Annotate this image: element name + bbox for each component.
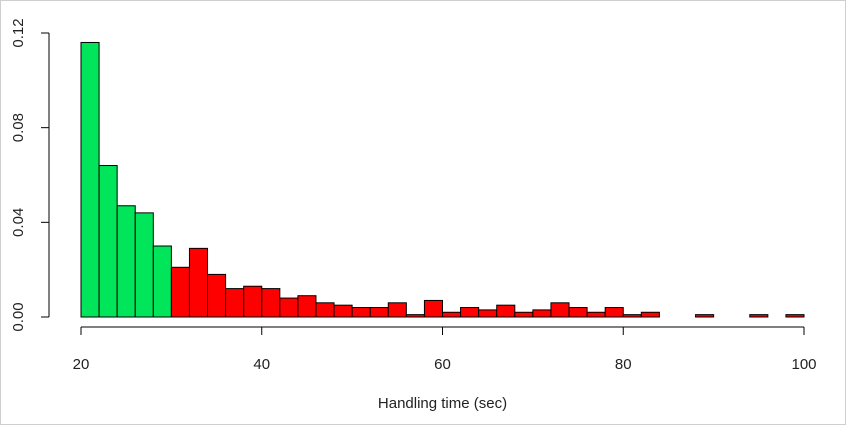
histogram-bar bbox=[749, 314, 769, 318]
histogram-bar bbox=[514, 311, 534, 318]
histogram-bar bbox=[387, 302, 407, 318]
histogram-bar bbox=[116, 205, 136, 318]
histogram-bar bbox=[152, 245, 172, 318]
histogram-bar bbox=[315, 302, 335, 318]
x-tick-label: 20 bbox=[73, 356, 90, 373]
x-axis-title: Handling time (sec) bbox=[378, 395, 507, 412]
x-axis: 20 40 60 80 100 bbox=[73, 326, 817, 373]
histogram-bar bbox=[279, 297, 299, 318]
histogram-bar bbox=[695, 314, 715, 318]
histogram-bar bbox=[170, 266, 190, 318]
x-tick-label: 40 bbox=[253, 356, 270, 373]
histogram-bar bbox=[785, 314, 805, 318]
histogram-bar bbox=[207, 273, 227, 318]
histogram-bar bbox=[586, 311, 606, 318]
histogram-bar bbox=[80, 41, 100, 318]
histogram-bar bbox=[550, 302, 570, 318]
histogram-bar bbox=[622, 314, 642, 318]
x-tick-label: 60 bbox=[434, 356, 451, 373]
histogram-bar bbox=[640, 311, 660, 318]
histogram-bar bbox=[333, 304, 353, 318]
histogram-bar bbox=[98, 165, 118, 318]
y-axis: 0.00 0.04 0.08 0.12 bbox=[10, 18, 50, 332]
histogram-bar bbox=[297, 295, 317, 318]
histogram-bar bbox=[405, 314, 425, 318]
histogram-bar bbox=[134, 212, 154, 318]
bars-group bbox=[80, 41, 805, 318]
histogram-bar bbox=[478, 309, 498, 318]
x-tick-label: 100 bbox=[791, 356, 816, 373]
y-tick-label: 0.08 bbox=[10, 113, 27, 142]
y-tick-label: 0.04 bbox=[10, 208, 27, 237]
histogram-bar bbox=[225, 288, 245, 318]
histogram-bar bbox=[243, 285, 263, 318]
y-tick-label: 0.12 bbox=[10, 18, 27, 47]
histogram-bar bbox=[188, 247, 209, 318]
histogram-bar bbox=[351, 307, 371, 318]
histogram-bar bbox=[568, 307, 588, 318]
x-tick-label: 80 bbox=[615, 356, 632, 373]
histogram-bar bbox=[604, 307, 624, 318]
histogram-bar bbox=[261, 288, 281, 318]
histogram-bar bbox=[532, 309, 552, 318]
histogram-bar bbox=[369, 307, 389, 318]
y-tick-label: 0.00 bbox=[10, 302, 27, 331]
histogram-bar bbox=[442, 311, 462, 318]
histogram-bar bbox=[496, 304, 516, 318]
histogram-bar bbox=[460, 307, 480, 318]
histogram-bar bbox=[423, 299, 443, 318]
